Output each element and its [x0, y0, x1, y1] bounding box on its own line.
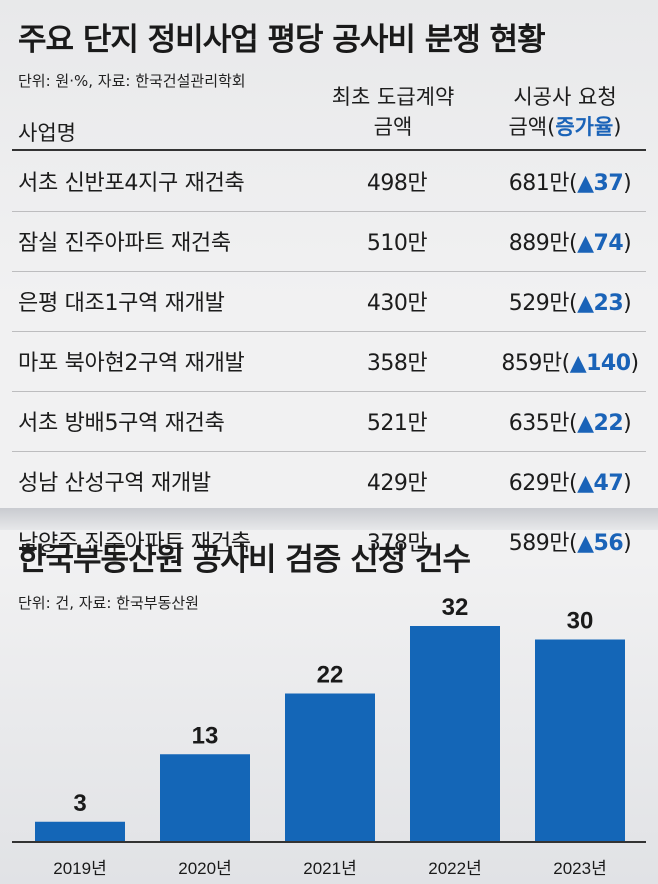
bar-chart: 3 2019년 13 2020년 22 2021년 32 2022년 30 2023년	[12, 594, 646, 878]
table-row: 서초 신반포4지구 재건축 498만 681만(▲37)	[12, 152, 646, 212]
initial-contract-amount: 358만	[366, 351, 428, 376]
table-row: 성남 산성구역 재개발 429만 629만(▲47)	[12, 452, 646, 512]
initial-contract-amount: 429만	[366, 471, 428, 496]
table-row: 잠실 진주아파트 재건축 510만 889만(▲74)	[12, 212, 646, 272]
initial-contract-amount: 498만	[366, 171, 428, 196]
data-label: 22	[317, 662, 344, 689]
requested-value: 635만(	[508, 411, 578, 436]
table-row: 마포 북아현2구역 재개발 358만 859만(▲140)	[12, 332, 646, 392]
table-title: 주요 단지 정비사업 평당 공사비 분쟁 현황	[18, 22, 546, 58]
increase-rate: ▲140	[569, 351, 631, 376]
section-divider	[0, 508, 658, 530]
x-tick-label: 2022년	[428, 859, 481, 878]
project-name: 남양주 진주아파트 재건축	[18, 531, 251, 556]
requested-amount: 589만(▲56)	[490, 525, 650, 557]
header-increase-rate: 증가율	[555, 115, 614, 139]
bar-2023년	[535, 639, 625, 842]
project-name: 잠실 진주아파트 재건축	[18, 231, 231, 256]
increase-rate: ▲22	[577, 411, 624, 436]
requested-value: 681만(	[508, 171, 578, 196]
table-header-rule	[12, 149, 646, 151]
project-name: 성남 산성구역 재개발	[18, 471, 211, 496]
x-tick-label: 2023년	[553, 859, 606, 878]
data-label: 32	[442, 594, 469, 621]
header-requested-line1: 시공사 요청	[513, 85, 617, 109]
bar-2019년	[35, 821, 125, 842]
requested-close: )	[623, 531, 632, 556]
increase-rate: ▲23	[577, 291, 624, 316]
table-row: 서초 방배5구역 재건축 521만 635만(▲22)	[12, 392, 646, 452]
header-requested-prefix: 금액(	[508, 115, 556, 139]
header-requested-line2: 금액(증가율)	[480, 112, 650, 142]
requested-close: )	[623, 231, 632, 256]
requested-amount: 681만(▲37)	[490, 165, 650, 197]
requested-close: )	[630, 351, 640, 376]
table-body: 서초 신반포4지구 재건축 498만 681만(▲37) 잠실 진주아파트 재건축 51…	[12, 152, 646, 571]
x-tick-label: 2019년	[53, 859, 106, 878]
requested-amount: 629만(▲47)	[490, 465, 650, 497]
chart-title: 한국부동산원 공사비 검증 신청 건수	[18, 542, 471, 578]
requested-close: )	[623, 411, 632, 436]
x-tick-label: 2021년	[303, 859, 356, 878]
data-label: 30	[567, 608, 594, 635]
chart-unit-source: 단위: 건, 자료: 한국부동산원	[18, 594, 199, 612]
requested-amount: 635만(▲22)	[490, 405, 650, 437]
requested-value: 529만(	[508, 291, 578, 316]
requested-value: 589만(	[508, 531, 578, 556]
bar-2022년	[410, 626, 500, 842]
increase-rate: ▲56	[577, 531, 624, 556]
table-row: 남양주 진주아파트 재건축 378만 589만(▲56)	[12, 512, 646, 571]
initial-contract-amount: 378만	[366, 531, 428, 556]
requested-value: 629만(	[508, 471, 578, 496]
header-initial-line1: 최초 도급계약	[331, 85, 455, 109]
requested-amount: 889만(▲74)	[490, 225, 650, 257]
header-initial-line2: 금액	[373, 115, 413, 139]
x-tick-label: 2020년	[178, 859, 231, 878]
project-name: 서초 신반포4지구 재건축	[18, 171, 245, 196]
header-requested-amount: 시공사 요청 금액(증가율)	[480, 82, 650, 142]
bar-2021년	[285, 693, 375, 842]
initial-contract-amount: 510만	[366, 231, 428, 256]
increase-rate: ▲37	[577, 171, 624, 196]
requested-value: 889만(	[508, 231, 578, 256]
increase-rate: ▲74	[577, 231, 624, 256]
increase-rate: ▲47	[577, 471, 624, 496]
data-label: 13	[192, 722, 219, 749]
initial-contract-amount: 521만	[366, 411, 428, 436]
table-row: 은평 대조1구역 재개발 430만 529만(▲23)	[12, 272, 646, 332]
requested-amount: 529만(▲23)	[490, 285, 650, 317]
requested-close: )	[623, 471, 632, 496]
requested-close: )	[623, 291, 632, 316]
requested-close: )	[623, 171, 632, 196]
header-requested-suffix: )	[613, 115, 622, 139]
requested-value: 859만(	[501, 351, 570, 376]
project-name: 서초 방배5구역 재건축	[18, 411, 225, 436]
header-initial-contract: 최초 도급계약 금액	[298, 82, 488, 142]
bar-2020년	[160, 754, 250, 842]
project-name: 은평 대조1구역 재개발	[18, 291, 225, 316]
table-unit-source: 단위: 원·%, 자료: 한국건설관리학회	[18, 72, 246, 90]
requested-amount: 859만(▲140)	[490, 345, 650, 377]
project-name: 마포 북아현2구역 재개발	[18, 351, 245, 376]
header-project-name: 사업명	[18, 121, 76, 145]
initial-contract-amount: 430만	[366, 291, 428, 316]
data-label: 3	[73, 790, 86, 817]
